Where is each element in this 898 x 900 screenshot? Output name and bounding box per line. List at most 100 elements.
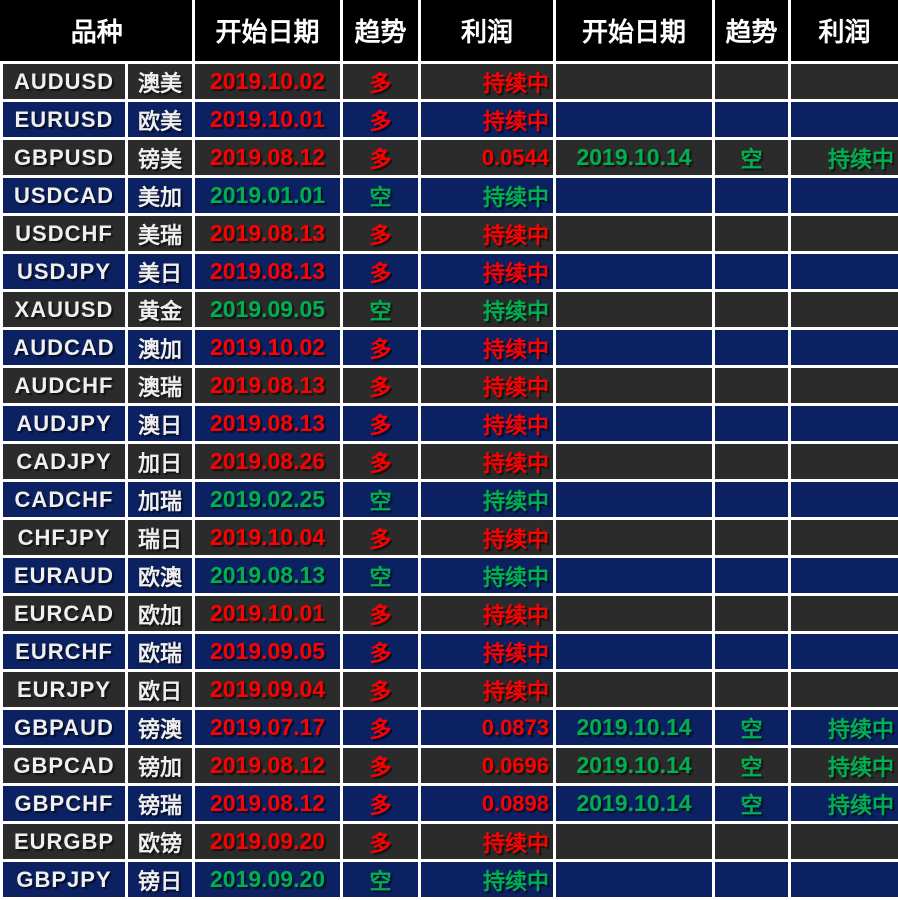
cell-trend-1: 多 xyxy=(342,709,420,747)
cell-start-date-2 xyxy=(555,215,714,253)
cell-name-cn: 澳瑞 xyxy=(127,367,194,405)
cell-start-date-1: 2019.08.13 xyxy=(194,215,342,253)
cell-start-date-2 xyxy=(555,633,714,671)
cell-start-date-1: 2019.08.13 xyxy=(194,557,342,595)
cell-start-date-2 xyxy=(555,671,714,709)
cell-trend-1: 空 xyxy=(342,481,420,519)
cell-trend-1: 多 xyxy=(342,633,420,671)
cell-profit-1: 0.0873 xyxy=(420,709,555,747)
cell-symbol: GBPCHF xyxy=(2,785,127,823)
cell-trend-2 xyxy=(714,557,790,595)
cell-name-cn: 镑美 xyxy=(127,139,194,177)
cell-name-cn: 瑞日 xyxy=(127,519,194,557)
col-header-profit-2: 利润 xyxy=(790,0,898,63)
cell-trend-2 xyxy=(714,595,790,633)
cell-trend-2 xyxy=(714,63,790,101)
cell-trend-2 xyxy=(714,633,790,671)
cell-start-date-2 xyxy=(555,557,714,595)
cell-trend-1: 多 xyxy=(342,63,420,101)
cell-profit-1: 持续中 xyxy=(420,481,555,519)
cell-symbol: EURJPY xyxy=(2,671,127,709)
cell-start-date-1: 2019.08.13 xyxy=(194,405,342,443)
cell-start-date-2 xyxy=(555,329,714,367)
cell-trend-1: 多 xyxy=(342,747,420,785)
cell-start-date-2 xyxy=(555,253,714,291)
cell-name-cn: 欧日 xyxy=(127,671,194,709)
cell-trend-1: 空 xyxy=(342,291,420,329)
cell-profit-1: 持续中 xyxy=(420,633,555,671)
cell-name-cn: 美瑞 xyxy=(127,215,194,253)
cell-name-cn: 澳加 xyxy=(127,329,194,367)
cell-name-cn: 欧加 xyxy=(127,595,194,633)
cell-profit-2 xyxy=(790,291,898,329)
cell-trend-1: 多 xyxy=(342,443,420,481)
cell-name-cn: 镑澳 xyxy=(127,709,194,747)
cell-symbol: USDCAD xyxy=(2,177,127,215)
cell-trend-1: 多 xyxy=(342,367,420,405)
cell-trend-2 xyxy=(714,291,790,329)
cell-profit-2: 持续中 xyxy=(790,785,898,823)
cell-profit-1: 持续中 xyxy=(420,671,555,709)
cell-profit-2 xyxy=(790,671,898,709)
cell-name-cn: 加瑞 xyxy=(127,481,194,519)
cell-name-cn: 黄金 xyxy=(127,291,194,329)
cell-start-date-1: 2019.08.12 xyxy=(194,139,342,177)
cell-start-date-1: 2019.10.02 xyxy=(194,63,342,101)
cell-trend-1: 多 xyxy=(342,139,420,177)
cell-name-cn: 镑日 xyxy=(127,861,194,899)
cell-trend-2 xyxy=(714,443,790,481)
col-header-start-date-1: 开始日期 xyxy=(194,0,342,63)
cell-profit-1: 持续中 xyxy=(420,405,555,443)
cell-start-date-2 xyxy=(555,519,714,557)
cell-start-date-1: 2019.08.13 xyxy=(194,367,342,405)
cell-start-date-1: 2019.08.12 xyxy=(194,785,342,823)
cell-start-date-1: 2019.10.01 xyxy=(194,595,342,633)
cell-name-cn: 欧澳 xyxy=(127,557,194,595)
cell-trend-1: 多 xyxy=(342,253,420,291)
cell-profit-2 xyxy=(790,519,898,557)
cell-name-cn: 澳日 xyxy=(127,405,194,443)
cell-profit-1: 持续中 xyxy=(420,861,555,899)
cell-profit-2 xyxy=(790,633,898,671)
cell-profit-2 xyxy=(790,101,898,139)
cell-start-date-2 xyxy=(555,861,714,899)
col-header-trend-2: 趋势 xyxy=(714,0,790,63)
cell-trend-2 xyxy=(714,329,790,367)
cell-start-date-2 xyxy=(555,367,714,405)
cell-name-cn: 加日 xyxy=(127,443,194,481)
cell-profit-1: 持续中 xyxy=(420,367,555,405)
cell-profit-2: 持续中 xyxy=(790,709,898,747)
cell-profit-2 xyxy=(790,481,898,519)
cell-name-cn: 澳美 xyxy=(127,63,194,101)
cell-profit-1: 0.0696 xyxy=(420,747,555,785)
cell-name-cn: 镑加 xyxy=(127,747,194,785)
cell-profit-1: 持续中 xyxy=(420,519,555,557)
cell-symbol: GBPJPY xyxy=(2,861,127,899)
cell-start-date-1: 2019.07.17 xyxy=(194,709,342,747)
cell-profit-2 xyxy=(790,177,898,215)
cell-trend-2 xyxy=(714,253,790,291)
cell-start-date-1: 2019.08.12 xyxy=(194,747,342,785)
cell-trend-1: 空 xyxy=(342,177,420,215)
cell-start-date-1: 2019.08.26 xyxy=(194,443,342,481)
col-header-trend-1: 趋势 xyxy=(342,0,420,63)
cell-start-date-2: 2019.10.14 xyxy=(555,139,714,177)
cell-profit-2 xyxy=(790,405,898,443)
cell-profit-2 xyxy=(790,253,898,291)
cell-profit-2 xyxy=(790,367,898,405)
cell-name-cn: 镑瑞 xyxy=(127,785,194,823)
cell-symbol: GBPAUD xyxy=(2,709,127,747)
